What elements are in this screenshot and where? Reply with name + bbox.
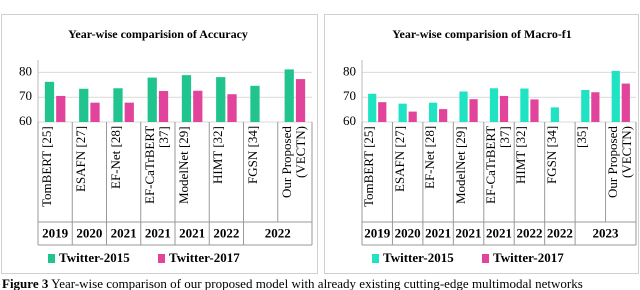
bar (459, 91, 468, 122)
x-tick-label: TomBERT [25] (361, 126, 377, 207)
bar (398, 103, 407, 122)
bar (368, 93, 377, 122)
bar (520, 88, 529, 122)
year-label: 2021 (111, 225, 137, 240)
panel-border (1, 14, 318, 274)
year-label: 2020 (76, 225, 102, 240)
y-tick-label: 70 (343, 88, 356, 103)
bar (591, 92, 600, 122)
panel-border (324, 14, 639, 274)
bar (181, 75, 192, 122)
year-label: 2021 (179, 225, 205, 240)
y-tick-label: 60 (19, 113, 32, 128)
bar (611, 70, 620, 122)
bar (193, 90, 203, 122)
bar (216, 77, 226, 122)
chart-title: Year-wise comparision of Accuracy (68, 27, 248, 41)
x-tick-label: ESAFN [27] (73, 126, 89, 193)
bar (147, 77, 157, 122)
bar (295, 79, 306, 122)
x-tick-label: ESAFN [27] (391, 126, 407, 193)
year-label: 2022 (547, 225, 573, 240)
legend-swatch (372, 254, 379, 263)
bar (439, 109, 448, 122)
x-tick-label: FGSN [34] (244, 126, 260, 185)
x-tick-label: EF-CaTrBERT [37] (141, 126, 171, 205)
year-label: 2022 (213, 225, 239, 240)
year-label: 2020 (395, 225, 421, 240)
bar (621, 83, 630, 122)
bar (124, 102, 134, 122)
legend-label: Twitter-2017 (169, 250, 240, 265)
legend-label: Twitter-2015 (59, 250, 130, 265)
y-tick-label: 60 (343, 113, 356, 128)
bar (79, 88, 89, 122)
legend-swatch (48, 254, 55, 263)
x-tick-label: EF-CaTrBERT [37] (483, 126, 512, 205)
year-label: 2021 (486, 225, 512, 240)
legend-label: Twitter-2017 (493, 250, 564, 265)
x-tick-label: Our Proposed (VECTN) (604, 126, 634, 198)
bar (90, 102, 100, 122)
year-label: 2019 (42, 225, 69, 240)
x-tick-label: ModelNet [29] (176, 126, 192, 204)
caption-label: Figure 3 (2, 276, 49, 290)
y-tick-label: 80 (343, 63, 356, 78)
legend-swatch (158, 254, 165, 263)
legend-label: Twitter-2015 (383, 250, 454, 265)
year-label: 2021 (145, 225, 171, 240)
x-tick-label: Our Proposed (VECTN) (278, 126, 308, 198)
year-label: 2021 (456, 225, 482, 240)
x-tick-label: HIMT [32] (513, 126, 529, 184)
x-tick-label: EF-Net [28] (107, 126, 123, 190)
bar (530, 99, 539, 122)
year-label: 2021 (425, 225, 451, 240)
bar (113, 88, 123, 122)
bar (489, 88, 499, 122)
x-tick-label: HIMT [32] (210, 126, 226, 184)
bar (250, 85, 260, 122)
bar (44, 81, 55, 122)
y-tick-label: 70 (19, 88, 32, 103)
bar (428, 102, 438, 122)
year-label: 2019 (364, 225, 391, 240)
caption: Figure 3 Year-wise comparison of our pro… (2, 276, 583, 290)
bar (408, 111, 417, 122)
bar (581, 90, 590, 122)
bar (284, 69, 294, 122)
bar (227, 94, 237, 122)
year-label: 2023 (593, 225, 620, 240)
x-tick-label: TomBERT [25] (39, 126, 55, 207)
legend-swatch (482, 254, 489, 263)
x-tick-label: FGSN [34] (543, 126, 559, 185)
year-label: 2022 (516, 225, 542, 240)
x-tick-label: ModelNet [29] (452, 126, 468, 204)
bar (499, 95, 509, 122)
bar (550, 107, 559, 122)
x-tick-label: [35] (574, 126, 590, 148)
bar (56, 95, 66, 122)
x-tick-label: EF-Net [28] (422, 126, 438, 190)
year-label: 2022 (265, 225, 291, 240)
y-tick-label: 80 (19, 63, 32, 78)
bar (469, 99, 478, 122)
bar (158, 91, 169, 122)
bar (378, 102, 387, 122)
caption-text: Year-wise comparison of our proposed mod… (51, 276, 583, 290)
chart-title: Year-wise comparision of Macro-f1 (392, 27, 572, 41)
